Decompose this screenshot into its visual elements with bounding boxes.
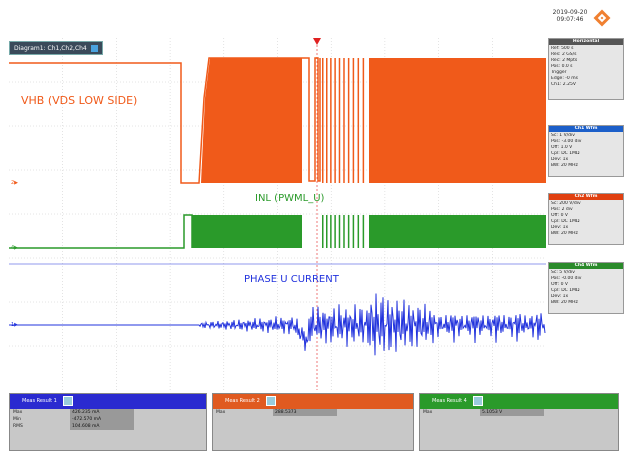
tab-icon[interactable]: [62, 395, 73, 406]
meas-value: -472.570 mA: [70, 416, 134, 423]
time: 09:07:46: [556, 16, 584, 23]
horizontal-line: Ref: 500 s: [551, 46, 574, 51]
trace-label-phase-current: PHASE U CURRENT: [244, 274, 340, 285]
meas-row: RMS 104.608 mA: [10, 423, 206, 430]
ch2-line: Dev: 1x: [551, 225, 569, 230]
inl-pulse: [343, 215, 345, 248]
vhb-pulse: [362, 58, 365, 183]
meas-row: Max 288.5373: [213, 409, 413, 416]
ch1-line: BW: 20 MHz: [551, 163, 578, 168]
ch1-panel[interactable]: Ch1 Wfm Sc: 1 V/div Pos: -3.00 div Off: …: [548, 125, 624, 177]
vhb-pulse: [357, 58, 360, 183]
inl-pulse: [347, 215, 350, 248]
inl-pulse: [322, 215, 324, 248]
ch2-line: Sc: 200 V/div: [551, 201, 581, 206]
vhb-pulse: [334, 58, 336, 183]
horizontal-line: Rec: 2 Mpts: [551, 58, 578, 63]
vhb-pulse: [326, 58, 328, 183]
ch1-line: Pos: -3.00 div: [551, 139, 582, 144]
trace-phase-current: [9, 293, 546, 356]
ch1-line: Cpl: DC 1MΩ: [551, 151, 580, 156]
horizontal-line: Res: 2 GS/s: [551, 52, 577, 57]
ch4-title: Ch4 Wfm: [549, 263, 623, 269]
meas-row: Max 426.235 mA: [10, 409, 206, 416]
ch2-line: Cpl: DC 1MΩ: [551, 219, 580, 224]
inl-pulse: [362, 215, 365, 248]
ch4-line: Pos: -0.00 div: [551, 276, 582, 281]
vhb-pulse: [338, 58, 341, 183]
meas-label: Max: [13, 410, 23, 415]
inl-pulse: [338, 215, 341, 248]
meas-label: Max: [423, 410, 433, 415]
vhb-pulse: [343, 58, 345, 183]
meas-result-2-header: Meas Result 2: [213, 394, 413, 409]
ch4-line: Dev: 1x: [551, 294, 569, 299]
inl-pulse: [326, 215, 328, 248]
horizontal-line: Ch1: 2.25V: [551, 82, 576, 87]
inl-pulse: [334, 215, 336, 248]
meas-value: 426.235 mA: [70, 409, 134, 416]
ch2-panel[interactable]: Ch2 Wfm Sc: 200 V/div Pos: 2 div Off: 0 …: [548, 193, 624, 245]
meas-row: Max 5.1053 V: [420, 409, 618, 416]
meas-value: 288.5373: [273, 409, 337, 416]
ch1-line: Sc: 1 V/div: [551, 133, 575, 138]
horizontal-panel[interactable]: Horizontal Ref: 500 s Res: 2 GS/s Rec: 2…: [548, 38, 624, 100]
ch-marker-inl: 4▶: [11, 245, 18, 251]
ch4-line: Cpl: DC 1MΩ: [551, 288, 580, 293]
scope-display[interactable]: VHB (VDS LOW SIDE) 2▶ INL (PWML_U) 4▶ PH…: [9, 38, 546, 390]
tab-icon[interactable]: [265, 395, 276, 406]
trace-label-vhb: VHB (VDS LOW SIDE): [21, 94, 137, 107]
meas-label: Min: [13, 417, 21, 422]
meas-row: Min -472.570 mA: [10, 416, 206, 423]
inl-pulse: [352, 215, 355, 248]
diagram-tab[interactable]: Diagram1: Ch1,Ch2,Ch4: [9, 41, 103, 55]
tab-icon[interactable]: [90, 45, 98, 52]
ch1-title: Ch1 Wfm: [549, 126, 623, 132]
meas-value: 104.608 mA: [70, 423, 134, 430]
meas-result-1-header: Meas Result 1: [10, 394, 206, 409]
ch-marker-phase: 1▶: [11, 322, 18, 328]
inl-pulse: [357, 215, 360, 248]
ch4-panel[interactable]: Ch4 Wfm Sc: 5 V/div Pos: -0.00 div Off: …: [548, 262, 624, 314]
meas-result-2-title: Meas Result 2: [225, 398, 260, 404]
horizontal-title: Horizontal: [549, 39, 623, 45]
ch4-line: BW: 20 MHz: [551, 300, 578, 305]
trace-label-inl: INL (PWML_U): [255, 193, 325, 204]
meas-value: 5.1053 V: [480, 409, 544, 416]
vhb-pulse: [352, 58, 355, 183]
trace-inl: [9, 214, 546, 249]
diagram-tab-label: Diagram1: Ch1,Ch2,Ch4: [14, 45, 87, 52]
meas-result-4-title: Meas Result 4: [432, 398, 467, 404]
tab-icon[interactable]: [472, 395, 483, 406]
horizontal-line: Edge: -0 ms: [551, 76, 578, 81]
trace-vhb: [9, 57, 546, 184]
horizontal-line: Trigger: [551, 70, 567, 75]
datetime: 2019-09-20 09:07:46: [548, 9, 592, 23]
rohde-schwarz-logo-icon: [593, 9, 611, 27]
ch1-line: Off: 1.0 V: [551, 145, 573, 150]
meas-result-4-header: Meas Result 4: [420, 394, 618, 409]
meas-result-2[interactable]: Meas Result 2 Max 288.5373: [212, 393, 414, 451]
horizontal-line: Pos: 0.0 s: [551, 64, 573, 69]
meas-label: RMS: [13, 424, 23, 429]
inl-pulse: [330, 215, 332, 248]
ch2-line: Pos: 2 div: [551, 207, 573, 212]
vhb-pulse: [322, 58, 324, 183]
trigger-marker-icon[interactable]: [313, 38, 321, 45]
vhb-pulse: [347, 58, 350, 183]
vhb-pulse: [330, 58, 332, 183]
date: 2019-09-20: [552, 9, 588, 16]
ch2-line: Off: 0 V: [551, 213, 568, 218]
ch2-title: Ch2 Wfm: [549, 194, 623, 200]
ch2-line: BW: 20 MHz: [551, 231, 578, 236]
ch1-line: Dev: 1x: [551, 157, 569, 162]
meas-result-1-title: Meas Result 1: [22, 398, 57, 404]
ch4-line: Off: 0 V: [551, 282, 568, 287]
meas-label: Max: [216, 410, 226, 415]
ch4-line: Sc: 5 V/div: [551, 270, 575, 275]
meas-result-1[interactable]: Meas Result 1 Max 426.235 mA Min -472.570 …: [9, 393, 207, 451]
ch-marker-vhb: 2▶: [11, 180, 18, 186]
meas-result-4[interactable]: Meas Result 4 Max 5.1053 V: [419, 393, 619, 451]
